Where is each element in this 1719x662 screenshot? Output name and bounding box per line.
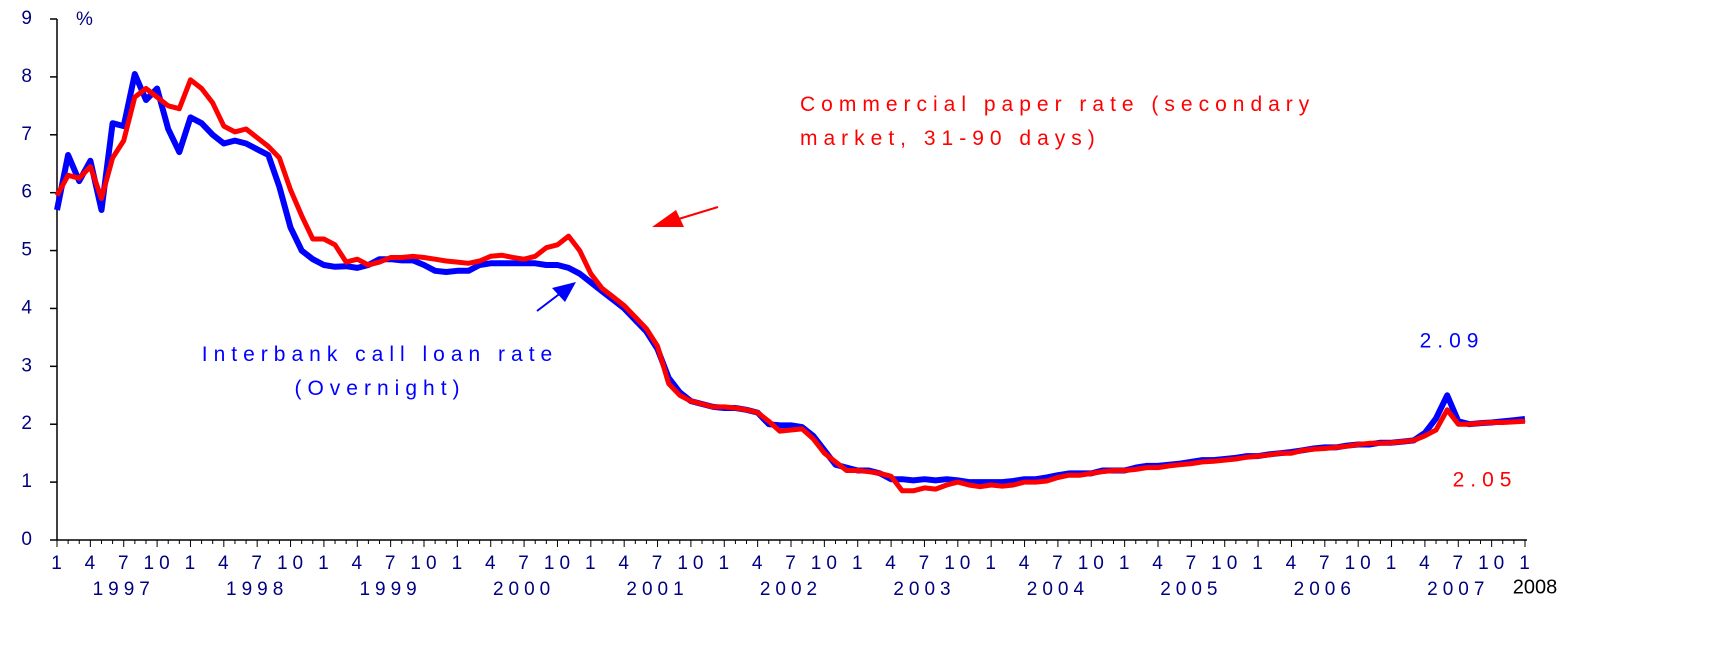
y-tick-label: 8 — [21, 66, 32, 87]
x-tick-label: 4 — [752, 553, 768, 574]
y-axis-label: % — [76, 9, 93, 30]
x-tick-label: 7 — [919, 553, 935, 574]
x-tick-label: 1 — [318, 553, 334, 574]
year-label: 2003 — [893, 579, 955, 600]
x-tick-label: 10 — [1078, 553, 1109, 574]
x-tick-label: 4 — [485, 553, 501, 574]
x-tick-label: 4 — [1152, 553, 1168, 574]
y-tick-label: 9 — [21, 8, 32, 29]
x-tick-label: 4 — [218, 553, 234, 574]
x-tick-label: 4 — [1286, 553, 1302, 574]
year-label: 1998 — [226, 579, 288, 600]
x-tick-label: 4 — [85, 553, 101, 574]
x-tick-label: 7 — [785, 553, 801, 574]
y-tick-label: 5 — [21, 240, 32, 261]
x-tick-label: 10 — [944, 553, 975, 574]
x-tick-label: 10 — [410, 553, 441, 574]
year-label: 2006 — [1294, 579, 1356, 600]
series-label: Commercial paper rate (secondary market, … — [800, 93, 1315, 150]
x-tick-label: 7 — [652, 553, 668, 574]
x-tick-label: 7 — [118, 553, 134, 574]
y-tick-label: 1 — [21, 471, 32, 492]
x-tick-label: 1 — [718, 553, 734, 574]
x-tick-label: 4 — [885, 553, 901, 574]
x-tick-label: 4 — [618, 553, 634, 574]
year-label: 1997 — [93, 579, 155, 600]
y-tick-label: 7 — [21, 124, 32, 145]
x-tick-label: 10 — [1345, 553, 1376, 574]
year-label: 2000 — [493, 579, 555, 600]
end-value-label: 2.05 — [1453, 469, 1518, 492]
x-tick-label: 7 — [1452, 553, 1468, 574]
y-tick-label: 2 — [21, 413, 32, 434]
x-tick-label: 1 — [1386, 553, 1402, 574]
x-tick-label: 10 — [1211, 553, 1242, 574]
arrow-blue — [536, 282, 576, 312]
x-tick-label: 10 — [811, 553, 842, 574]
x-tick-label: 4 — [1419, 553, 1435, 574]
x-tick-label: 7 — [1186, 553, 1202, 574]
x-tick-label: 1 — [585, 553, 601, 574]
series-label: Interbank call loan rate (Overnight) — [202, 343, 558, 400]
x-tick-label: 1 — [452, 553, 468, 574]
x-tick-label: 1 — [985, 553, 1001, 574]
x-tick-label: 4 — [351, 553, 367, 574]
series-line — [54, 71, 1526, 486]
x-tick-label: 7 — [385, 553, 401, 574]
end-value-label: 2.09 — [1420, 330, 1485, 353]
x-tick-label: 7 — [1319, 553, 1335, 574]
year-label: 1999 — [359, 579, 421, 600]
x-tick-label: 4 — [1019, 553, 1035, 574]
x-tick-label: 7 — [251, 553, 267, 574]
y-tick-label: 4 — [21, 297, 32, 318]
x-tick-label: 1 — [185, 553, 201, 574]
x-tick-label: 7 — [518, 553, 534, 574]
y-tick-label: 3 — [21, 355, 32, 376]
series-line — [54, 77, 1526, 494]
x-tick-label: 1 — [51, 553, 67, 574]
x-tick-label: 1 — [852, 553, 868, 574]
year-label: 2004 — [1027, 579, 1089, 600]
x-tick-label: 10 — [277, 553, 308, 574]
x-tick-label: 1 — [1119, 553, 1135, 574]
year-label: 2005 — [1160, 579, 1222, 600]
x-tick-label: 10 — [144, 553, 175, 574]
year-label: 2001 — [626, 579, 688, 600]
x-tick-label: 1 — [1519, 553, 1535, 574]
year-label: 2002 — [760, 579, 822, 600]
x-tick-label: 10 — [1478, 553, 1509, 574]
x-tick-label: 10 — [677, 553, 708, 574]
y-tick-label: 0 — [21, 529, 32, 550]
year-label: 2007 — [1427, 579, 1489, 600]
arrow-red — [652, 206, 719, 227]
x-tick-label: 10 — [544, 553, 575, 574]
y-tick-label: 6 — [21, 182, 32, 203]
x-tick-label: 7 — [1052, 553, 1068, 574]
x-tick-label: 1 — [1252, 553, 1268, 574]
year-label: 2008 — [1513, 576, 1558, 598]
